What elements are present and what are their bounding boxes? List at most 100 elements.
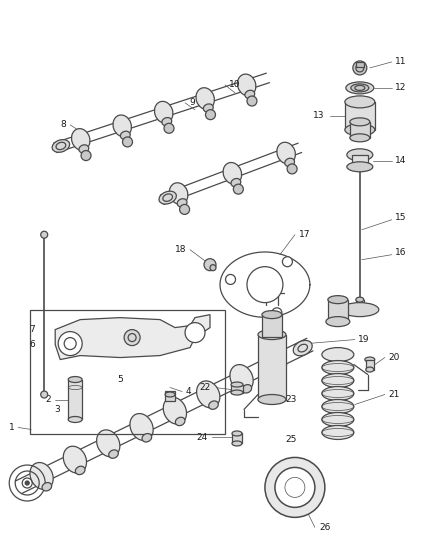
Ellipse shape — [351, 84, 369, 92]
Circle shape — [185, 322, 205, 343]
Ellipse shape — [97, 430, 120, 457]
Ellipse shape — [203, 104, 213, 112]
Ellipse shape — [322, 400, 354, 414]
Bar — [366, 360, 374, 369]
Ellipse shape — [162, 118, 172, 126]
Bar — [328, 300, 348, 321]
Circle shape — [164, 123, 174, 133]
Circle shape — [41, 231, 48, 238]
Bar — [232, 433, 242, 443]
Ellipse shape — [231, 390, 243, 395]
Text: 5: 5 — [117, 375, 123, 384]
Bar — [352, 155, 368, 167]
Circle shape — [233, 184, 244, 194]
Text: 16: 16 — [395, 248, 406, 257]
Ellipse shape — [177, 199, 187, 207]
Text: 10: 10 — [229, 80, 240, 90]
Circle shape — [41, 391, 48, 398]
Ellipse shape — [366, 367, 374, 372]
Ellipse shape — [113, 115, 131, 136]
Text: 4: 4 — [186, 387, 192, 396]
Ellipse shape — [345, 96, 375, 108]
Ellipse shape — [109, 450, 118, 458]
Circle shape — [81, 150, 91, 160]
Ellipse shape — [208, 401, 218, 409]
Ellipse shape — [52, 140, 70, 152]
Polygon shape — [55, 314, 210, 360]
Ellipse shape — [175, 417, 185, 426]
Ellipse shape — [322, 425, 354, 440]
Ellipse shape — [263, 348, 286, 375]
Ellipse shape — [68, 376, 82, 383]
Ellipse shape — [322, 360, 354, 375]
Text: 18: 18 — [174, 245, 186, 254]
Bar — [356, 62, 364, 67]
Bar — [345, 102, 375, 130]
Circle shape — [272, 308, 282, 318]
Circle shape — [353, 61, 367, 75]
Text: 13: 13 — [313, 111, 325, 120]
Text: 14: 14 — [395, 156, 406, 165]
Ellipse shape — [63, 446, 87, 473]
Ellipse shape — [347, 162, 373, 172]
Ellipse shape — [350, 118, 370, 126]
Ellipse shape — [258, 329, 286, 340]
Text: 22: 22 — [200, 383, 211, 392]
Ellipse shape — [328, 296, 348, 304]
Circle shape — [247, 266, 283, 303]
Bar — [262, 314, 282, 336]
Text: 23: 23 — [285, 395, 296, 404]
Ellipse shape — [322, 386, 354, 400]
Ellipse shape — [159, 191, 177, 204]
Ellipse shape — [326, 317, 350, 327]
Ellipse shape — [237, 74, 256, 96]
Circle shape — [210, 265, 216, 271]
Ellipse shape — [197, 381, 220, 408]
Ellipse shape — [242, 385, 252, 393]
Text: 12: 12 — [395, 83, 406, 92]
Ellipse shape — [285, 158, 294, 166]
Ellipse shape — [347, 149, 373, 161]
Circle shape — [265, 457, 325, 518]
Circle shape — [180, 205, 190, 214]
Ellipse shape — [130, 414, 153, 440]
Text: 9: 9 — [189, 99, 195, 107]
Ellipse shape — [322, 413, 354, 426]
Text: 20: 20 — [389, 353, 400, 362]
Text: 15: 15 — [395, 213, 406, 222]
Circle shape — [247, 96, 257, 106]
Ellipse shape — [232, 431, 242, 436]
Ellipse shape — [350, 134, 370, 142]
Ellipse shape — [345, 124, 375, 136]
Ellipse shape — [356, 297, 364, 302]
Bar — [30, 310, 225, 434]
Circle shape — [283, 257, 293, 266]
Circle shape — [123, 137, 133, 147]
Text: 8: 8 — [60, 120, 66, 130]
Bar — [165, 391, 175, 400]
Text: 3: 3 — [54, 405, 60, 414]
Text: 7: 7 — [29, 325, 35, 334]
Ellipse shape — [170, 183, 188, 204]
Text: 1: 1 — [8, 423, 14, 432]
Text: 25: 25 — [285, 435, 296, 444]
Circle shape — [287, 164, 297, 174]
Ellipse shape — [322, 348, 354, 361]
Ellipse shape — [365, 357, 375, 362]
Circle shape — [124, 329, 140, 345]
Ellipse shape — [165, 392, 175, 397]
Ellipse shape — [258, 394, 286, 405]
Text: 21: 21 — [389, 390, 400, 399]
Text: 19: 19 — [358, 335, 369, 344]
Ellipse shape — [71, 128, 90, 150]
Ellipse shape — [230, 365, 253, 392]
Circle shape — [275, 467, 315, 507]
Ellipse shape — [231, 179, 241, 187]
Ellipse shape — [232, 441, 242, 446]
Ellipse shape — [245, 90, 254, 99]
Bar — [258, 335, 286, 400]
Ellipse shape — [163, 397, 187, 424]
Text: 17: 17 — [299, 230, 311, 239]
Ellipse shape — [341, 303, 379, 317]
Ellipse shape — [68, 416, 82, 423]
